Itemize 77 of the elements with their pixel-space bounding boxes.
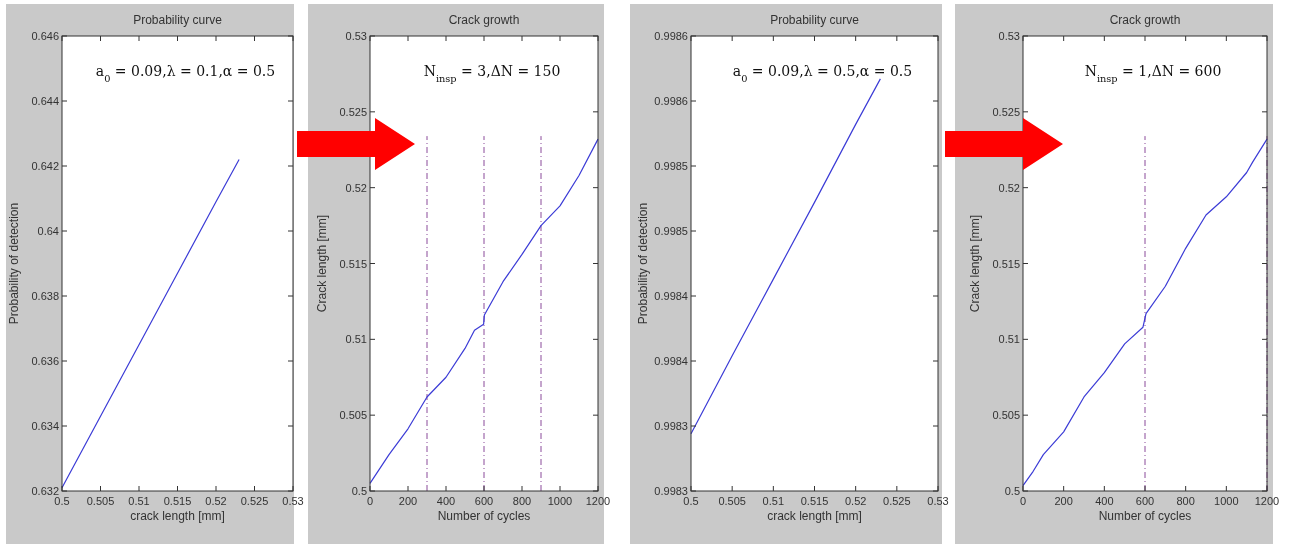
y-tick-label: 0.9985	[654, 225, 688, 237]
x-tick-label: 0.52	[205, 495, 227, 507]
x-tick-label: 1200	[1254, 495, 1280, 507]
annotation: a$_{0}$ = 0.09,λ = 0.1,α = 0.5	[95, 63, 276, 84]
y-tick-label: 0.636	[31, 355, 59, 367]
line-series	[369, 138, 599, 485]
line-series	[61, 158, 240, 489]
chart-title: Crack growth	[1109, 13, 1181, 27]
x-tick-label: 0.51	[762, 495, 785, 507]
x-tick-label: 0.53	[282, 495, 304, 507]
y-tick-label: 0.53	[345, 30, 367, 42]
y-tick-label: 0.632	[31, 485, 59, 497]
x-tick-label: 400	[436, 495, 456, 507]
y-axis-title: Crack length [mm]	[315, 214, 329, 313]
y-tick-label: 0.642	[31, 160, 59, 172]
x-axis-title: crack length [mm]	[767, 509, 862, 523]
x-tick-label: 0.515	[800, 495, 829, 507]
y-tick-label: 0.9984	[654, 355, 688, 367]
y-axis-title: Crack length [mm]	[968, 214, 982, 313]
x-tick-label: 0.525	[240, 495, 269, 507]
y-tick-label: 0.505	[339, 409, 367, 422]
x-tick-label: 0.5	[683, 495, 699, 507]
y-tick-label: 0.638	[31, 290, 59, 302]
y-tick-label: 0.9985	[654, 160, 688, 172]
x-tick-label: 800	[512, 495, 532, 507]
chart-title: Crack growth	[448, 13, 520, 27]
x-axis-title: Number of cycles	[1098, 509, 1192, 523]
x-tick-label: 600	[1135, 495, 1155, 507]
y-tick-label: 0.5	[1004, 485, 1020, 497]
x-axis-title: crack length [mm]	[130, 509, 225, 523]
y-tick-label: 0.515	[339, 257, 367, 270]
x-tick-label: 800	[1176, 495, 1195, 507]
y-tick-label: 0.53	[998, 30, 1020, 42]
y-tick-label: 0.51	[345, 333, 367, 346]
x-axis-title: Number of cycles	[437, 509, 531, 523]
x-tick-label: 0.515	[163, 495, 192, 507]
x-tick-label: 600	[474, 495, 494, 507]
y-tick-label: 0.9986	[654, 95, 688, 107]
y-tick-label: 0.515	[992, 257, 1020, 270]
y-tick-label: 0.52	[998, 181, 1020, 194]
y-tick-label: 0.5	[351, 485, 367, 497]
x-tick-label: 1000	[547, 495, 573, 507]
y-tick-label: 0.644	[31, 95, 59, 107]
annotation: N$_{insp}$ = 3,ΔN = 150	[423, 63, 561, 84]
x-tick-label: 200	[398, 495, 418, 507]
y-tick-label: 0.634	[31, 420, 59, 432]
x-tick-label: 0	[1019, 495, 1027, 507]
y-tick-label: 0.525	[992, 105, 1020, 118]
x-tick-label: 0.53	[927, 495, 949, 507]
y-tick-label: 0.51	[998, 333, 1020, 346]
chart-title: Probability curve	[770, 13, 860, 27]
x-tick-label: 0.52	[844, 495, 867, 507]
x-tick-label: 1000	[1214, 495, 1239, 507]
x-tick-label: 0.505	[718, 495, 746, 507]
x-tick-label: 0.51	[128, 495, 150, 507]
x-tick-label: 200	[1054, 495, 1073, 507]
x-tick-label: 0	[366, 495, 374, 507]
x-tick-label: 0.5	[54, 495, 70, 507]
y-tick-label: 0.9986	[654, 30, 688, 42]
y-axis-title: Probability of detection	[7, 202, 21, 325]
y-tick-label: 0.505	[992, 409, 1020, 422]
y-tick-label: 0.9984	[654, 290, 688, 302]
y-tick-label: 0.52	[345, 181, 367, 194]
x-tick-label: 0.505	[86, 495, 115, 507]
x-tick-label: 0.525	[883, 495, 911, 507]
line-series	[1022, 138, 1268, 487]
x-tick-label: 400	[1095, 495, 1114, 507]
y-axis-title: Probability of detection	[636, 202, 650, 325]
chart-title: Probability curve	[133, 13, 223, 27]
y-tick-label: 0.525	[339, 105, 367, 118]
y-tick-label: 0.646	[31, 30, 59, 42]
y-tick-label: 0.9983	[654, 485, 688, 497]
x-tick-label: 1200	[585, 495, 611, 507]
annotation: N$_{insp}$ = 1,ΔN = 600	[1084, 63, 1222, 84]
annotation: a$_{0}$ = 0.09,λ = 0.5,α = 0.5	[732, 63, 913, 84]
y-tick-label: 0.64	[37, 225, 59, 237]
y-tick-label: 0.9983	[654, 420, 688, 432]
